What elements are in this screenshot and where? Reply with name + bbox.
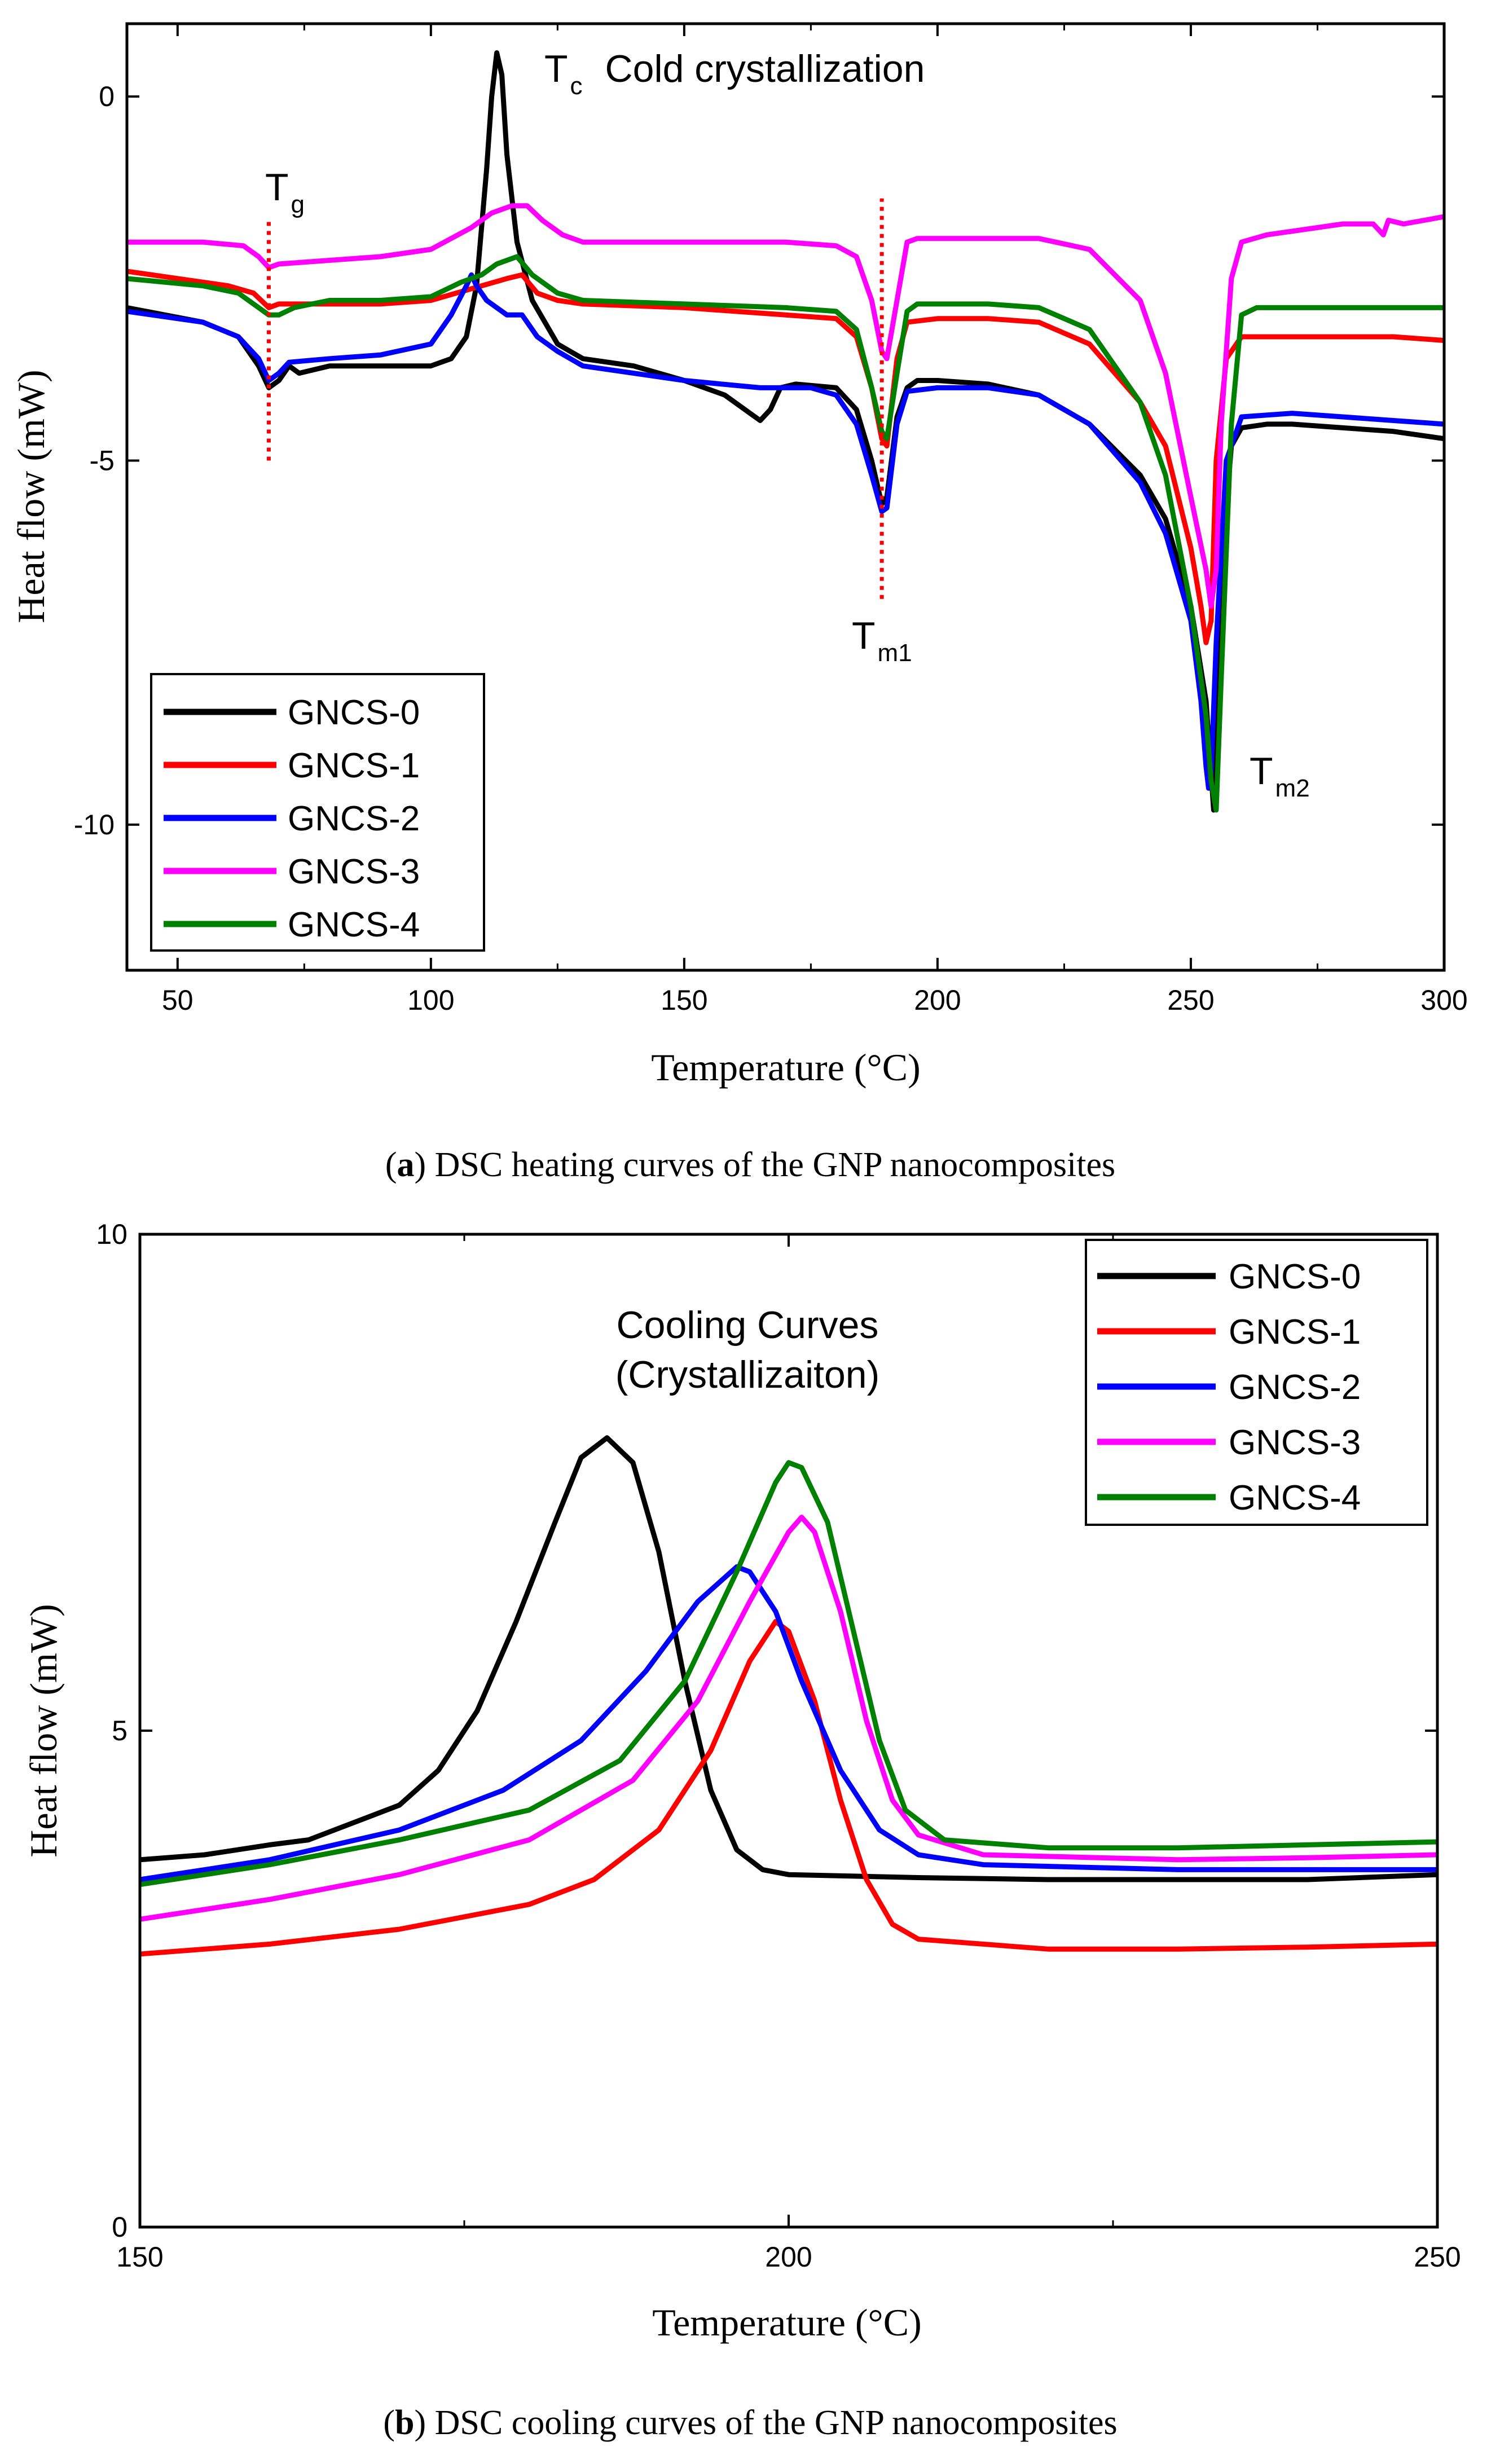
b-legend-label-gncs-4: GNCS-4	[1229, 1479, 1361, 1517]
b-x-tick-label: 150	[116, 2241, 163, 2273]
b-y-axis-title: Heat flow (mW)	[22, 1604, 65, 1857]
b-series-line-gncs-4	[140, 1460, 1437, 1887]
a-y-tick-label: -5	[90, 445, 115, 476]
b-annot-line1: Cooling Curves	[617, 1304, 879, 1347]
a-series-line-gncs-2	[127, 272, 1444, 791]
a-x-axis-title: Temperature (°C)	[651, 1046, 920, 1089]
b-legend-box	[1085, 1239, 1428, 1526]
a-caption: (a) DSC heating curves of the GNP nanoco…	[385, 1146, 1115, 1184]
b-legend-label-gncs-2: GNCS-2	[1229, 1368, 1361, 1407]
a-y-tick-label: 0	[99, 81, 115, 112]
a-series-line-gncs-3	[127, 203, 1444, 609]
a-legend-label-gncs-1: GNCS-1	[288, 746, 420, 785]
b-caption: (b) DSC cooling curves of the GNP nanoco…	[383, 2404, 1117, 2442]
a-x-tick-label: 100	[407, 984, 454, 1016]
a-x-tick-label: 250	[1167, 984, 1214, 1016]
b-series-line-gncs-0	[140, 1435, 1437, 1882]
panel-a-heating-chart: 50 100 150 200 250 300 0 -5 -10 Tg Tc Cold crysta…	[10, 22, 1468, 1184]
a-x-tick-label: 300	[1420, 984, 1467, 1016]
b-x-tick-label: 200	[765, 2241, 812, 2273]
a-legend-label-gncs-3: GNCS-3	[288, 852, 420, 891]
a-legend-label-gncs-2: GNCS-2	[288, 799, 420, 838]
b-y-tick-label: 0	[112, 2211, 127, 2243]
b-series-line-gncs-3	[140, 1515, 1437, 1922]
a-series-line-gncs-1	[127, 269, 1444, 645]
b-legend-label-gncs-0: GNCS-0	[1229, 1257, 1361, 1296]
a-axis-ticks: 50 100 150 200 250 300 0 -5 -10	[74, 24, 1468, 1016]
a-annot-tg: Tg	[265, 166, 305, 218]
a-x-tick-label: 200	[914, 984, 961, 1016]
b-annot-line2: (Crystallizaiton)	[615, 1353, 880, 1396]
a-plot-area	[127, 50, 1444, 813]
a-dotted-markers	[266, 198, 884, 599]
b-legend: GNCS-0 GNCS-1 GNCS-2 GNCS-3 GNCS-4	[1085, 1239, 1428, 1526]
panel-b-cooling-chart: 150 200 250 0 5 10 Cooling Curves (Crystalliz…	[22, 1218, 1461, 2442]
b-legend-label-gncs-3: GNCS-3	[1229, 1423, 1361, 1462]
a-legend-label-gncs-4: GNCS-4	[288, 905, 420, 944]
a-annot-tm1: Tm1	[852, 614, 912, 667]
b-x-axis-title: Temperature (°C)	[652, 2301, 921, 2344]
a-legend: GNCS-0 GNCS-1 GNCS-2 GNCS-3 GNCS-4	[150, 673, 485, 952]
a-y-axis-title: Heat flow (mW)	[10, 369, 52, 623]
a-annot-tc: Tc Cold crystallization	[544, 47, 925, 100]
b-plot-area	[140, 1435, 1437, 1957]
b-series-line-gncs-2	[140, 1564, 1437, 1882]
b-y-tick-label: 5	[112, 1715, 127, 1746]
b-x-tick-label: 250	[1414, 2241, 1461, 2273]
a-legend-box	[150, 673, 485, 952]
b-series-line-gncs-1	[140, 1618, 1437, 1957]
b-y-tick-label: 10	[96, 1218, 127, 1250]
a-plot-frame	[125, 22, 1446, 972]
b-legend-label-gncs-1: GNCS-1	[1229, 1313, 1361, 1352]
a-x-tick-label: 50	[162, 984, 193, 1016]
b-axis-ticks: 150 200 250 0 5 10	[96, 1218, 1461, 2273]
a-legend-label-gncs-0: GNCS-0	[288, 693, 420, 732]
a-series-line-gncs-4	[127, 254, 1444, 813]
a-y-tick-label: -10	[74, 809, 115, 841]
a-annot-tm2: Tm2	[1250, 750, 1310, 802]
a-x-tick-label: 150	[661, 984, 707, 1016]
